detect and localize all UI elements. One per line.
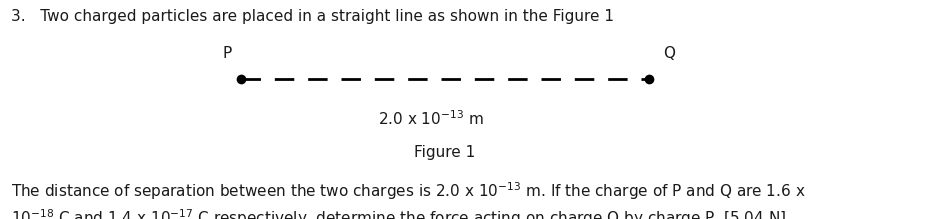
Text: Q: Q bbox=[663, 46, 675, 61]
Text: 10$^{-18}$ C and 1.4 x 10$^{-17}$ C respectively, determine the force acting on : 10$^{-18}$ C and 1.4 x 10$^{-17}$ C resp… bbox=[11, 207, 787, 219]
Text: Figure 1: Figure 1 bbox=[415, 145, 475, 159]
Text: 2.0 x 10$^{-13}$ m: 2.0 x 10$^{-13}$ m bbox=[378, 110, 484, 128]
Text: 3.   Two charged particles are placed in a straight line as shown in the Figure : 3. Two charged particles are placed in a… bbox=[11, 9, 615, 24]
Text: P: P bbox=[223, 46, 232, 61]
Text: The distance of separation between the two charges is 2.0 x 10$^{-13}$ m. If the: The distance of separation between the t… bbox=[11, 181, 806, 202]
